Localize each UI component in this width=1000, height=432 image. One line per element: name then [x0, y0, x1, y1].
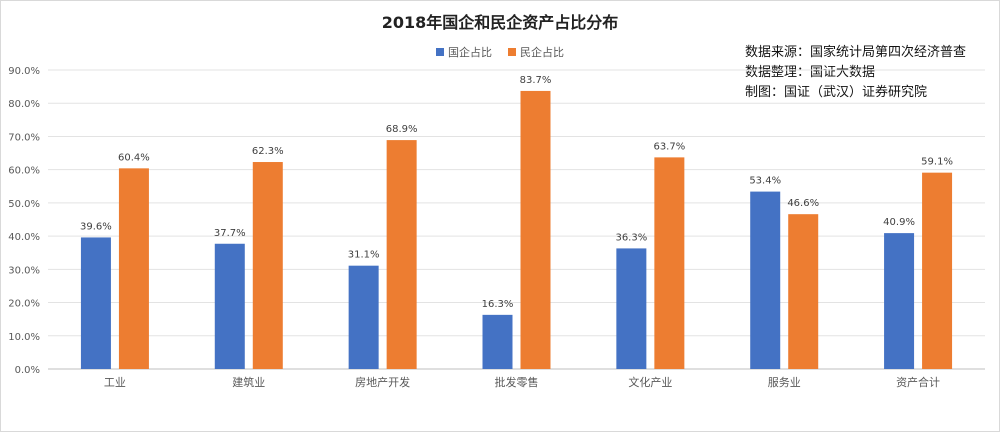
x-category-label: 建筑业: [232, 375, 265, 389]
legend-swatch-soe: [436, 48, 444, 56]
data-label: 62.3%: [252, 146, 284, 157]
source-line-compiled: 数据整理：国证大数据: [745, 65, 876, 80]
data-label: 40.9%: [883, 217, 915, 228]
y-tick-label: 0.0%: [15, 365, 40, 376]
bar-soe: [884, 233, 915, 369]
legend-item-soe: 国企占比: [436, 44, 492, 60]
source-line-chart: 制图：国证（武汉）证券研究院: [745, 85, 928, 100]
bar-private: [252, 162, 283, 369]
data-label: 37.7%: [214, 228, 246, 239]
x-category-label: 房地产开发: [355, 375, 410, 389]
bar-private: [788, 214, 819, 369]
bar-soe: [482, 314, 513, 369]
bar-private: [118, 168, 149, 369]
data-label: 39.6%: [80, 221, 112, 232]
y-tick-label: 20.0%: [8, 299, 40, 310]
y-tick-label: 30.0%: [8, 265, 40, 276]
bar-private: [922, 172, 953, 369]
y-tick-label: 90.0%: [8, 66, 40, 77]
legend-item-private: 民企占比: [508, 44, 564, 60]
bar-private: [520, 90, 551, 370]
x-category-label: 工业: [104, 376, 126, 389]
legend-label-soe: 国企占比: [448, 46, 492, 59]
y-tick-label: 80.0%: [8, 99, 40, 110]
x-category-label: 批发零售: [495, 375, 539, 389]
data-label: 59.1%: [921, 157, 953, 168]
legend: 国企占比 民企占比: [436, 44, 564, 60]
data-label: 60.4%: [118, 152, 150, 163]
chart-title: 2018年国企和民企资产占比分布: [381, 13, 619, 32]
data-label: 36.3%: [615, 232, 647, 243]
legend-label-private: 民企占比: [520, 46, 564, 59]
x-category-label: 服务业: [768, 376, 801, 389]
bar-private: [386, 140, 417, 369]
data-label: 63.7%: [653, 141, 685, 152]
y-tick-label: 60.0%: [8, 166, 40, 177]
source-line-data: 数据来源：国家统计局第四次经济普查: [745, 45, 967, 60]
x-category-label: 文化产业: [628, 375, 672, 389]
y-tick-label: 50.0%: [8, 199, 40, 210]
bar-soe: [214, 243, 245, 369]
bar-soe: [616, 248, 647, 369]
y-tick-label: 40.0%: [8, 232, 40, 243]
data-label: 53.4%: [749, 176, 781, 187]
bar-private: [654, 157, 685, 369]
data-label: 83.7%: [520, 75, 552, 86]
bar-soe: [80, 237, 111, 369]
y-tick-label: 70.0%: [8, 132, 40, 143]
source-notes: 数据来源：国家统计局第四次经济普查 数据整理：国证大数据 制图：国证（武汉）证券…: [745, 43, 966, 103]
bar-soe: [348, 265, 379, 369]
data-label: 31.1%: [348, 250, 380, 261]
bar-soe: [750, 191, 781, 369]
x-category-label: 资产合计: [896, 375, 940, 389]
legend-swatch-private: [508, 48, 516, 56]
data-label: 68.9%: [386, 124, 418, 135]
y-tick-label: 10.0%: [8, 332, 40, 343]
data-label: 16.3%: [482, 299, 514, 310]
data-label: 46.6%: [787, 198, 819, 209]
